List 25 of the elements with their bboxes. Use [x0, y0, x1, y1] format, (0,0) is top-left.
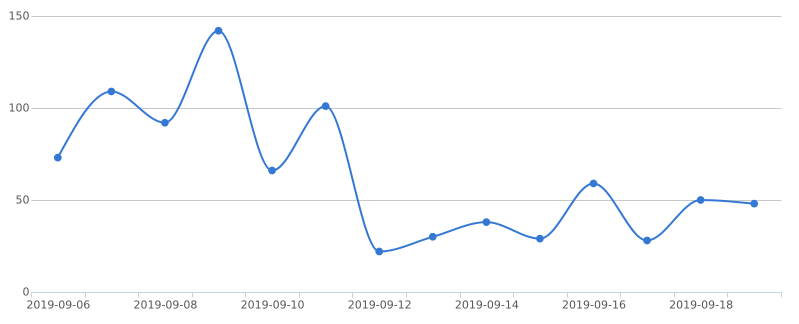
x-tick-label: 2019-09-18	[669, 298, 734, 312]
point	[375, 248, 384, 256]
y-tick-label: 50	[16, 194, 30, 206]
y-tick-label: 150	[8, 10, 30, 22]
point	[161, 118, 169, 127]
point	[322, 102, 330, 110]
point	[482, 218, 490, 226]
y-tick-label: 0	[22, 286, 30, 298]
y-tick-label: 100	[8, 102, 30, 114]
x-tick-label: 2019-09-16	[562, 298, 626, 312]
point	[536, 234, 544, 243]
point	[590, 180, 598, 188]
point	[750, 200, 758, 208]
x-tick-label: 2019-09-12	[348, 298, 412, 312]
point	[268, 166, 276, 174]
x-tick-label: 2019-09-10	[240, 298, 305, 312]
point	[54, 154, 62, 162]
x-tick-label: 2019-09-14	[454, 298, 519, 312]
point	[428, 232, 437, 241]
x-tick-label: 2019-09-06	[26, 298, 90, 312]
point	[643, 236, 651, 244]
x-tick-label: 2019-09-08	[133, 298, 198, 312]
point	[214, 26, 222, 35]
point	[107, 88, 116, 96]
point	[696, 196, 705, 204]
